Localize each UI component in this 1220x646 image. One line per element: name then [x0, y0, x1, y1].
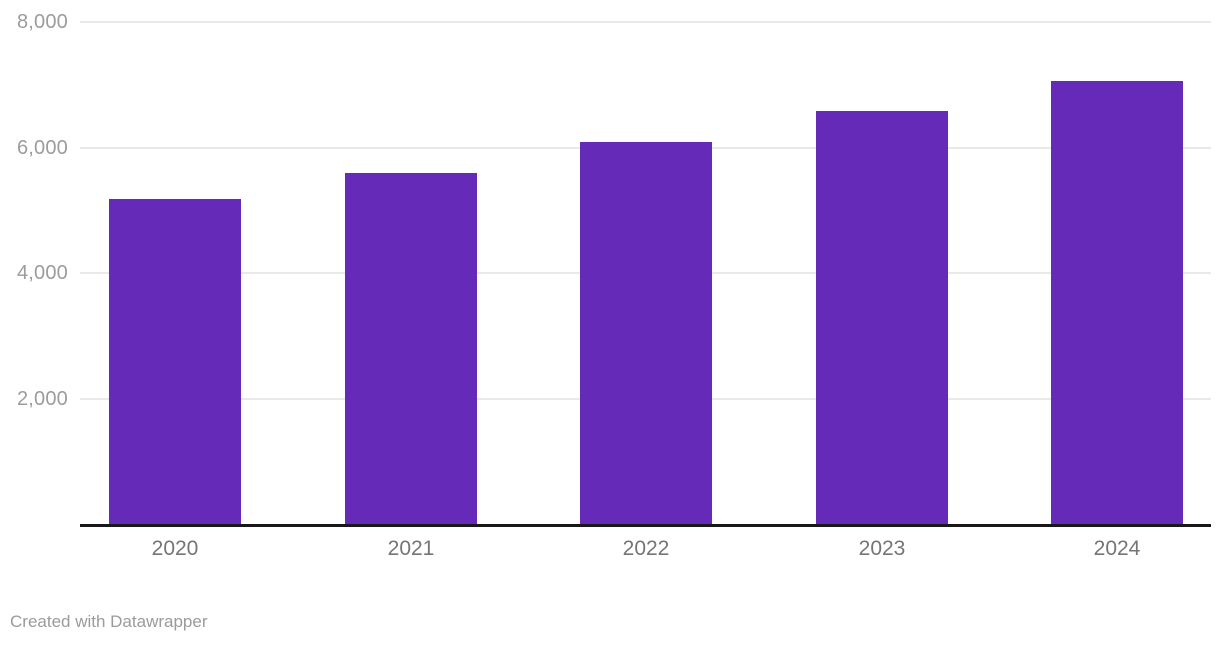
bar-2022 [580, 142, 712, 524]
datawrapper-credit-link[interactable]: Created with Datawrapper [10, 612, 208, 631]
y-axis-label: 4,000 [16, 262, 68, 284]
bar-2021 [345, 173, 477, 524]
gridline-y-8000 [80, 21, 1211, 23]
y-axis-label: 2,000 [16, 387, 68, 410]
x-axis-baseline [80, 524, 1211, 527]
bar-2020 [109, 199, 241, 524]
bar-2024 [1051, 81, 1183, 524]
y-axis-label: 8,000 [16, 11, 68, 33]
x-axis-label-2022: 2022 [622, 537, 670, 560]
x-axis-label-2023: 2023 [858, 537, 906, 560]
bar-2023 [816, 111, 948, 524]
y-axis-label: 6,000 [16, 136, 68, 159]
x-axis-label-2020: 2020 [151, 537, 199, 560]
x-axis-label-2024: 2024 [1093, 537, 1141, 560]
x-axis-label-2021: 2021 [387, 537, 435, 560]
